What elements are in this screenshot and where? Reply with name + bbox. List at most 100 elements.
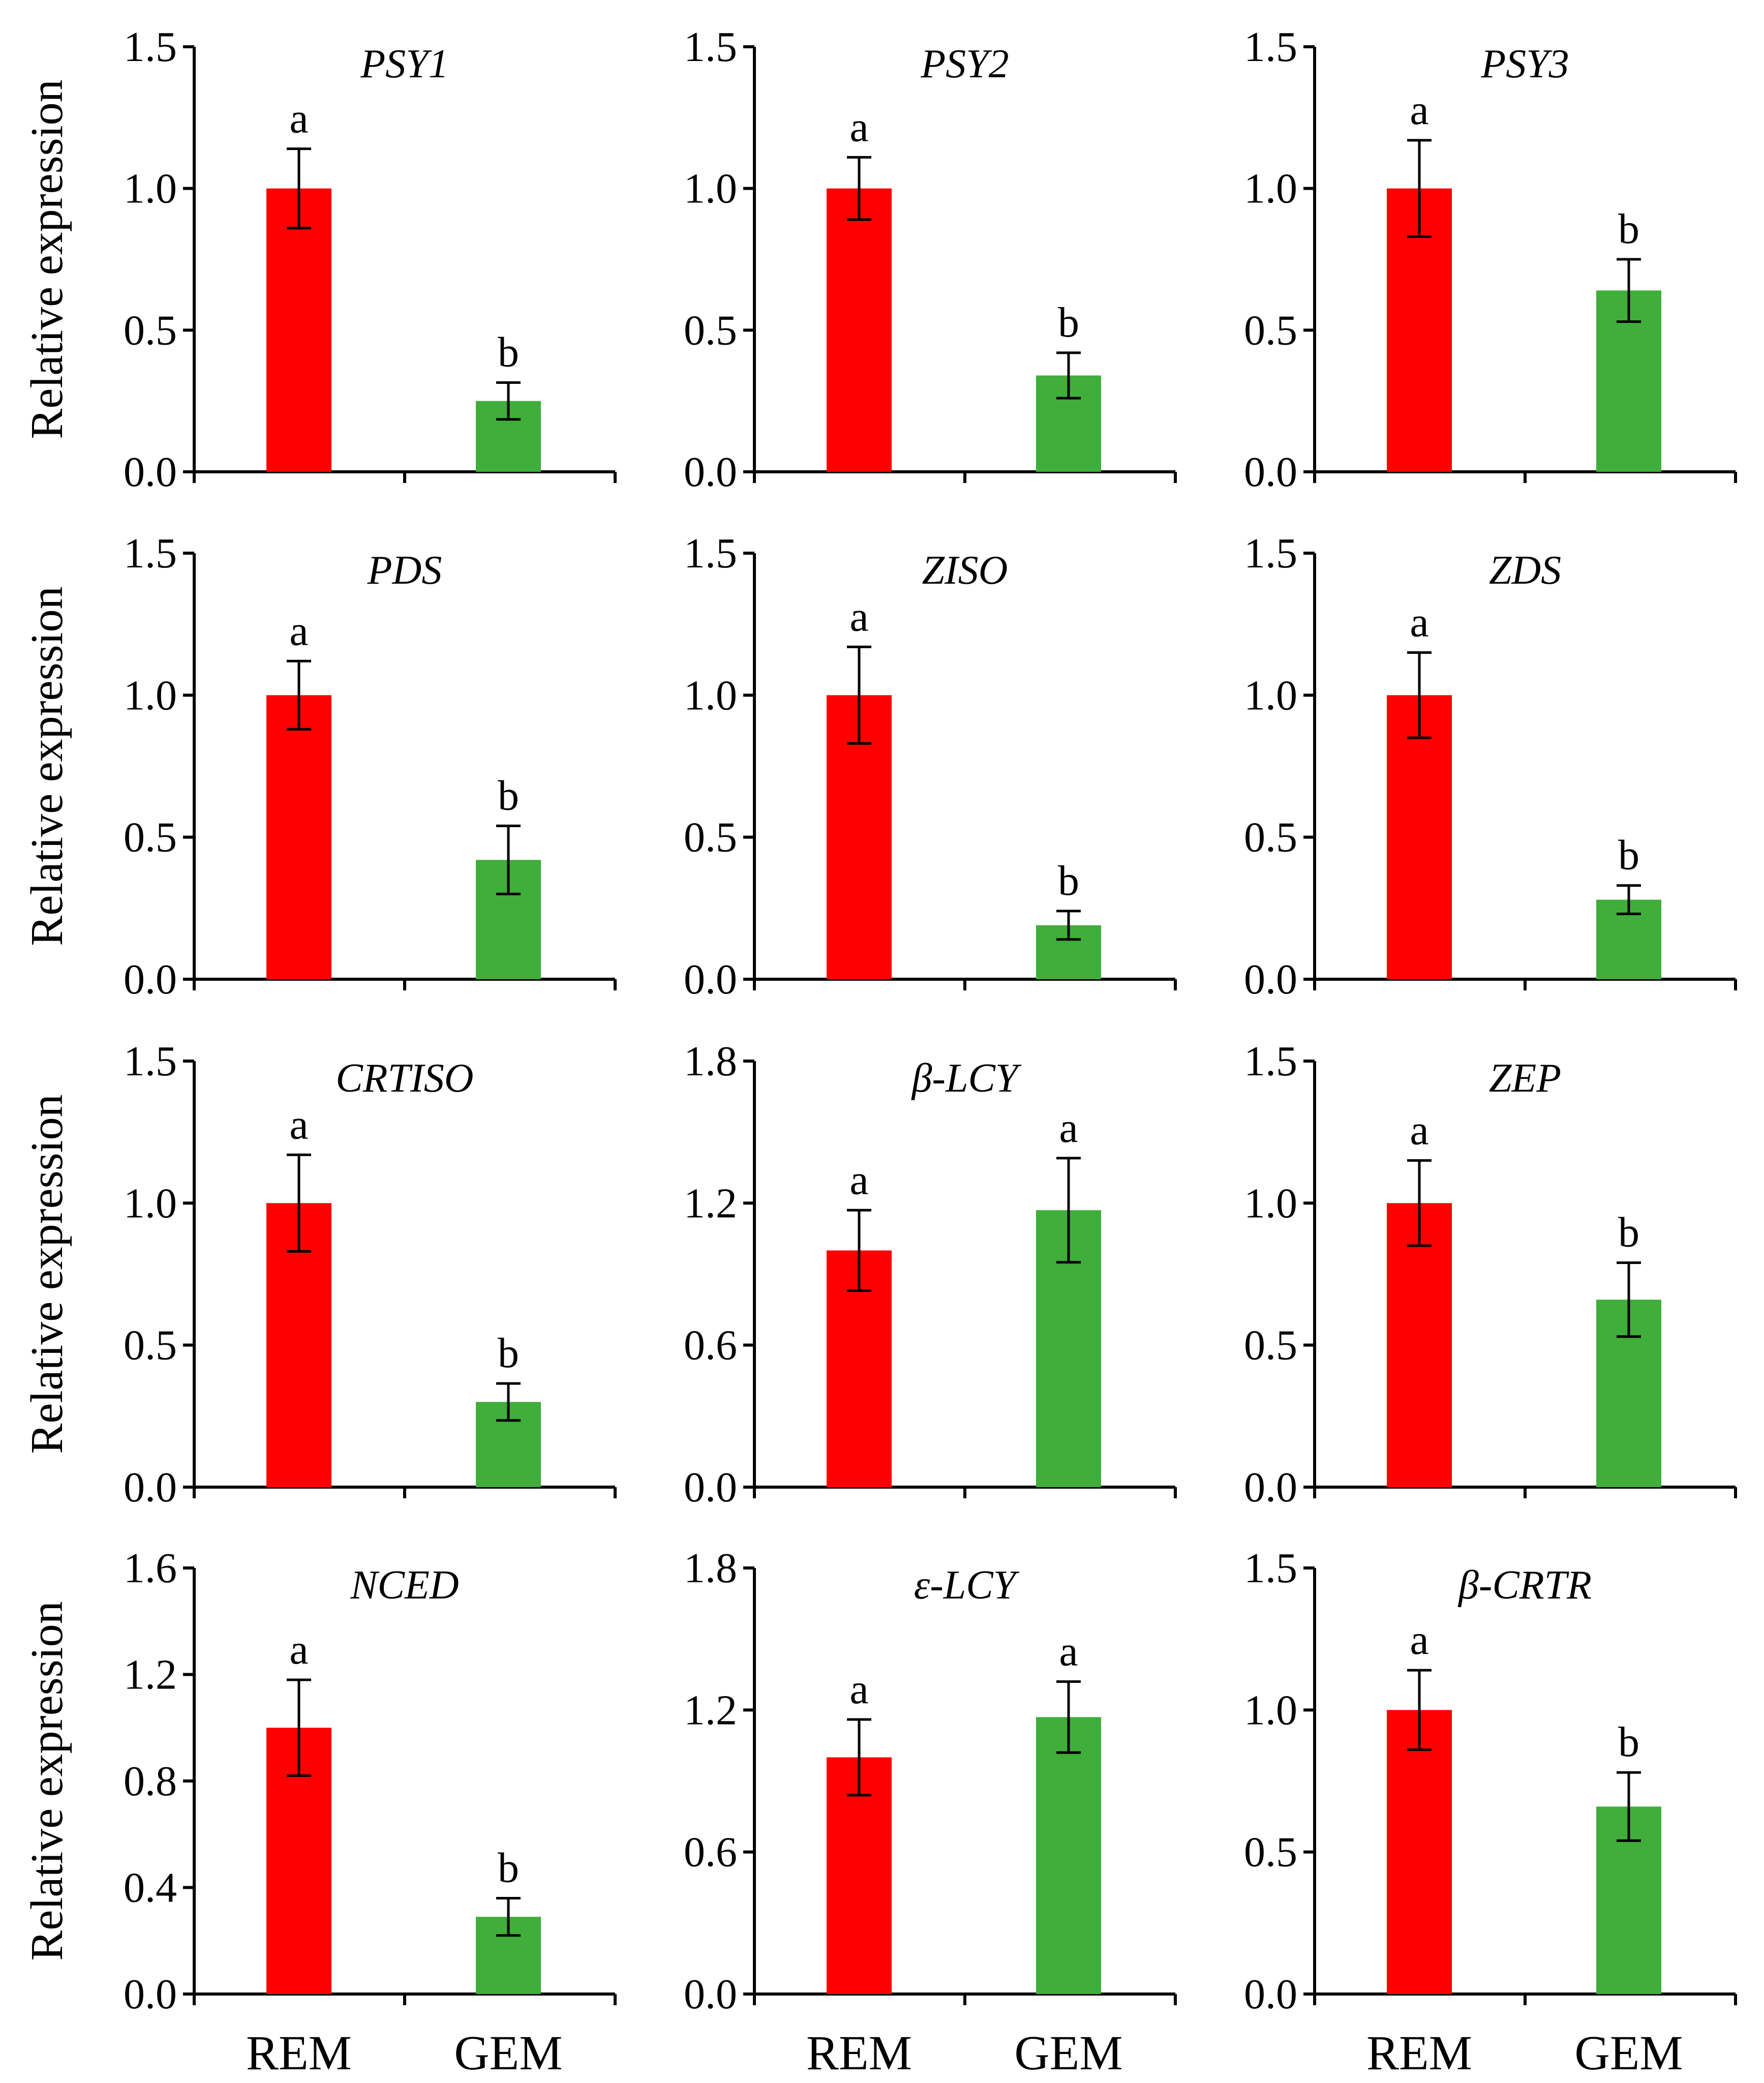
panel-4-bar-rem — [266, 695, 331, 979]
panel-10-category-label-rem: REM — [246, 2026, 352, 2080]
panel-7-y-tick-label: 1.0 — [124, 1180, 177, 1227]
panel-8-title: β-LCY — [911, 1056, 1022, 1101]
panel-8-y-tick-label: 1.2 — [684, 1180, 737, 1227]
panel-8-significance-rem: a — [849, 1156, 868, 1203]
panel-11-significance-gem: a — [1059, 1627, 1078, 1675]
panel-11-category-label-gem: GEM — [1014, 2026, 1122, 2080]
panel-10-y-tick-label: 0.4 — [124, 1864, 177, 1912]
panel-12-y-tick-label: 0.0 — [1244, 1971, 1297, 2018]
panel-7-significance-rem: a — [289, 1101, 308, 1148]
panel-7-y-tick-label: 0.5 — [124, 1322, 177, 1369]
panel-9-title: ZEP — [1489, 1056, 1561, 1101]
panel-8-y-tick-label: 0.6 — [684, 1322, 737, 1369]
panel-12-y-tick-label: 1.0 — [1244, 1686, 1297, 1734]
panel-1-y-axis-label: Relative expression — [22, 79, 72, 439]
panel-4-significance-rem: a — [289, 607, 308, 654]
panel-9-bar-rem — [1387, 1203, 1452, 1487]
panel-1-y-tick-label: 0.5 — [124, 307, 177, 354]
panel-2-significance-rem: a — [849, 103, 868, 150]
panel-9-y-tick-label: 1.5 — [1244, 1038, 1297, 1085]
panel-10-category-label-gem: GEM — [454, 2026, 562, 2080]
panel-5-y-tick-label: 1.0 — [684, 672, 737, 719]
panel-12-title: β-CRTR — [1457, 1563, 1592, 1608]
panel-1-y-tick-label: 0.0 — [124, 448, 177, 496]
panel-5-y-tick-label: 1.5 — [684, 530, 737, 577]
panel-5-y-tick-label: 0.0 — [684, 956, 737, 1003]
panel-3-y-tick-label: 1.5 — [1244, 23, 1297, 71]
panel-2-y-tick-label: 0.0 — [684, 448, 737, 496]
panel-11-y-tick-label: 1.8 — [684, 1545, 737, 1592]
panel-10-y-tick-label: 0.0 — [124, 1971, 177, 2018]
panel-4-y-tick-label: 0.0 — [124, 956, 177, 1003]
panel-4-title: PDS — [367, 548, 442, 593]
panel-3-significance-rem: a — [1410, 86, 1428, 134]
panel-1-significance-rem: a — [289, 95, 308, 142]
panel-10-title: NCED — [350, 1563, 459, 1608]
panel-12-category-label-rem: REM — [1366, 2026, 1472, 2080]
panel-10-significance-rem: a — [289, 1626, 308, 1673]
panel-3-y-tick-label: 1.0 — [1244, 165, 1297, 213]
panel-12-y-tick-label: 0.5 — [1244, 1829, 1297, 1876]
panel-3-y-tick-label: 0.0 — [1244, 448, 1297, 496]
panel-10-y-tick-label: 0.8 — [124, 1758, 177, 1805]
panel-2-title: PSY2 — [920, 42, 1009, 86]
panel-10-y-tick-label: 1.2 — [124, 1651, 177, 1699]
panel-11-title: ε-LCY — [914, 1563, 1020, 1608]
panel-1-y-tick-label: 1.0 — [124, 165, 177, 213]
panel-4-significance-gem: b — [498, 772, 519, 819]
panel-10-y-tick-label: 1.6 — [124, 1545, 177, 1592]
panel-6-y-tick-label: 1.5 — [1244, 530, 1297, 577]
panel-12-significance-rem: a — [1410, 1616, 1428, 1664]
panel-4-y-tick-label: 1.0 — [124, 672, 177, 719]
panel-1-bar-rem — [266, 188, 331, 472]
panel-11-bar-gem — [1036, 1717, 1101, 1994]
panel-8-significance-gem: a — [1059, 1104, 1078, 1152]
panel-2-y-tick-label: 1.5 — [684, 23, 737, 71]
panel-5-title: ZISO — [922, 548, 1008, 593]
panel-7-y-tick-label: 0.0 — [124, 1464, 177, 1511]
panel-11-y-tick-label: 1.2 — [684, 1686, 737, 1734]
panel-6-significance-rem: a — [1410, 599, 1428, 646]
panel-8-y-tick-label: 1.8 — [684, 1038, 737, 1085]
panel-1-y-tick-label: 1.5 — [124, 23, 177, 71]
panel-12-significance-gem: b — [1618, 1718, 1639, 1766]
panel-11-significance-rem: a — [849, 1666, 868, 1713]
panel-6-title: ZDS — [1489, 548, 1561, 593]
panel-12-bar-rem — [1387, 1710, 1452, 1994]
panel-6-significance-gem: b — [1618, 832, 1639, 879]
panel-11-y-tick-label: 0.0 — [684, 1971, 737, 2018]
panel-10-significance-gem: b — [498, 1844, 519, 1891]
panel-9-significance-rem: a — [1410, 1107, 1428, 1154]
panel-9-significance-gem: b — [1618, 1209, 1639, 1256]
panel-12-y-tick-label: 1.5 — [1244, 1545, 1297, 1592]
panel-5-y-tick-label: 0.5 — [684, 814, 737, 861]
panel-3-y-tick-label: 0.5 — [1244, 307, 1297, 354]
panel-8-y-tick-label: 0.0 — [684, 1464, 737, 1511]
panel-6-y-tick-label: 1.0 — [1244, 672, 1297, 719]
panel-4-y-tick-label: 0.5 — [124, 814, 177, 861]
panel-9-y-tick-label: 0.0 — [1244, 1464, 1297, 1511]
panel-9-y-tick-label: 1.0 — [1244, 1180, 1297, 1227]
panel-4-y-tick-label: 1.5 — [124, 530, 177, 577]
panel-2-bar-rem — [827, 188, 892, 472]
panel-1-title: PSY1 — [360, 42, 448, 86]
panel-6-y-tick-label: 0.5 — [1244, 814, 1297, 861]
panel-7-y-axis-label: Relative expression — [22, 1094, 72, 1454]
panel-2-y-tick-label: 1.0 — [684, 165, 737, 213]
panel-10-y-axis-label: Relative expression — [22, 1601, 72, 1960]
panel-5-significance-gem: b — [1058, 857, 1079, 904]
panel-11-bar-rem — [827, 1757, 892, 1994]
panel-7-y-tick-label: 1.5 — [124, 1038, 177, 1085]
panel-2-y-tick-label: 0.5 — [684, 307, 737, 354]
panel-7-significance-gem: b — [498, 1330, 519, 1377]
panel-6-bar-rem — [1387, 695, 1452, 979]
panel-5-significance-rem: a — [849, 593, 868, 640]
panel-11-category-label-rem: REM — [806, 2026, 912, 2080]
panel-6-y-tick-label: 0.0 — [1244, 956, 1297, 1003]
panel-1-significance-gem: b — [498, 328, 519, 376]
panel-9-y-tick-label: 0.5 — [1244, 1322, 1297, 1369]
panel-12-category-label-gem: GEM — [1574, 2026, 1683, 2080]
panel-3-title: PSY3 — [1480, 42, 1569, 86]
panel-2-significance-gem: b — [1058, 299, 1079, 346]
